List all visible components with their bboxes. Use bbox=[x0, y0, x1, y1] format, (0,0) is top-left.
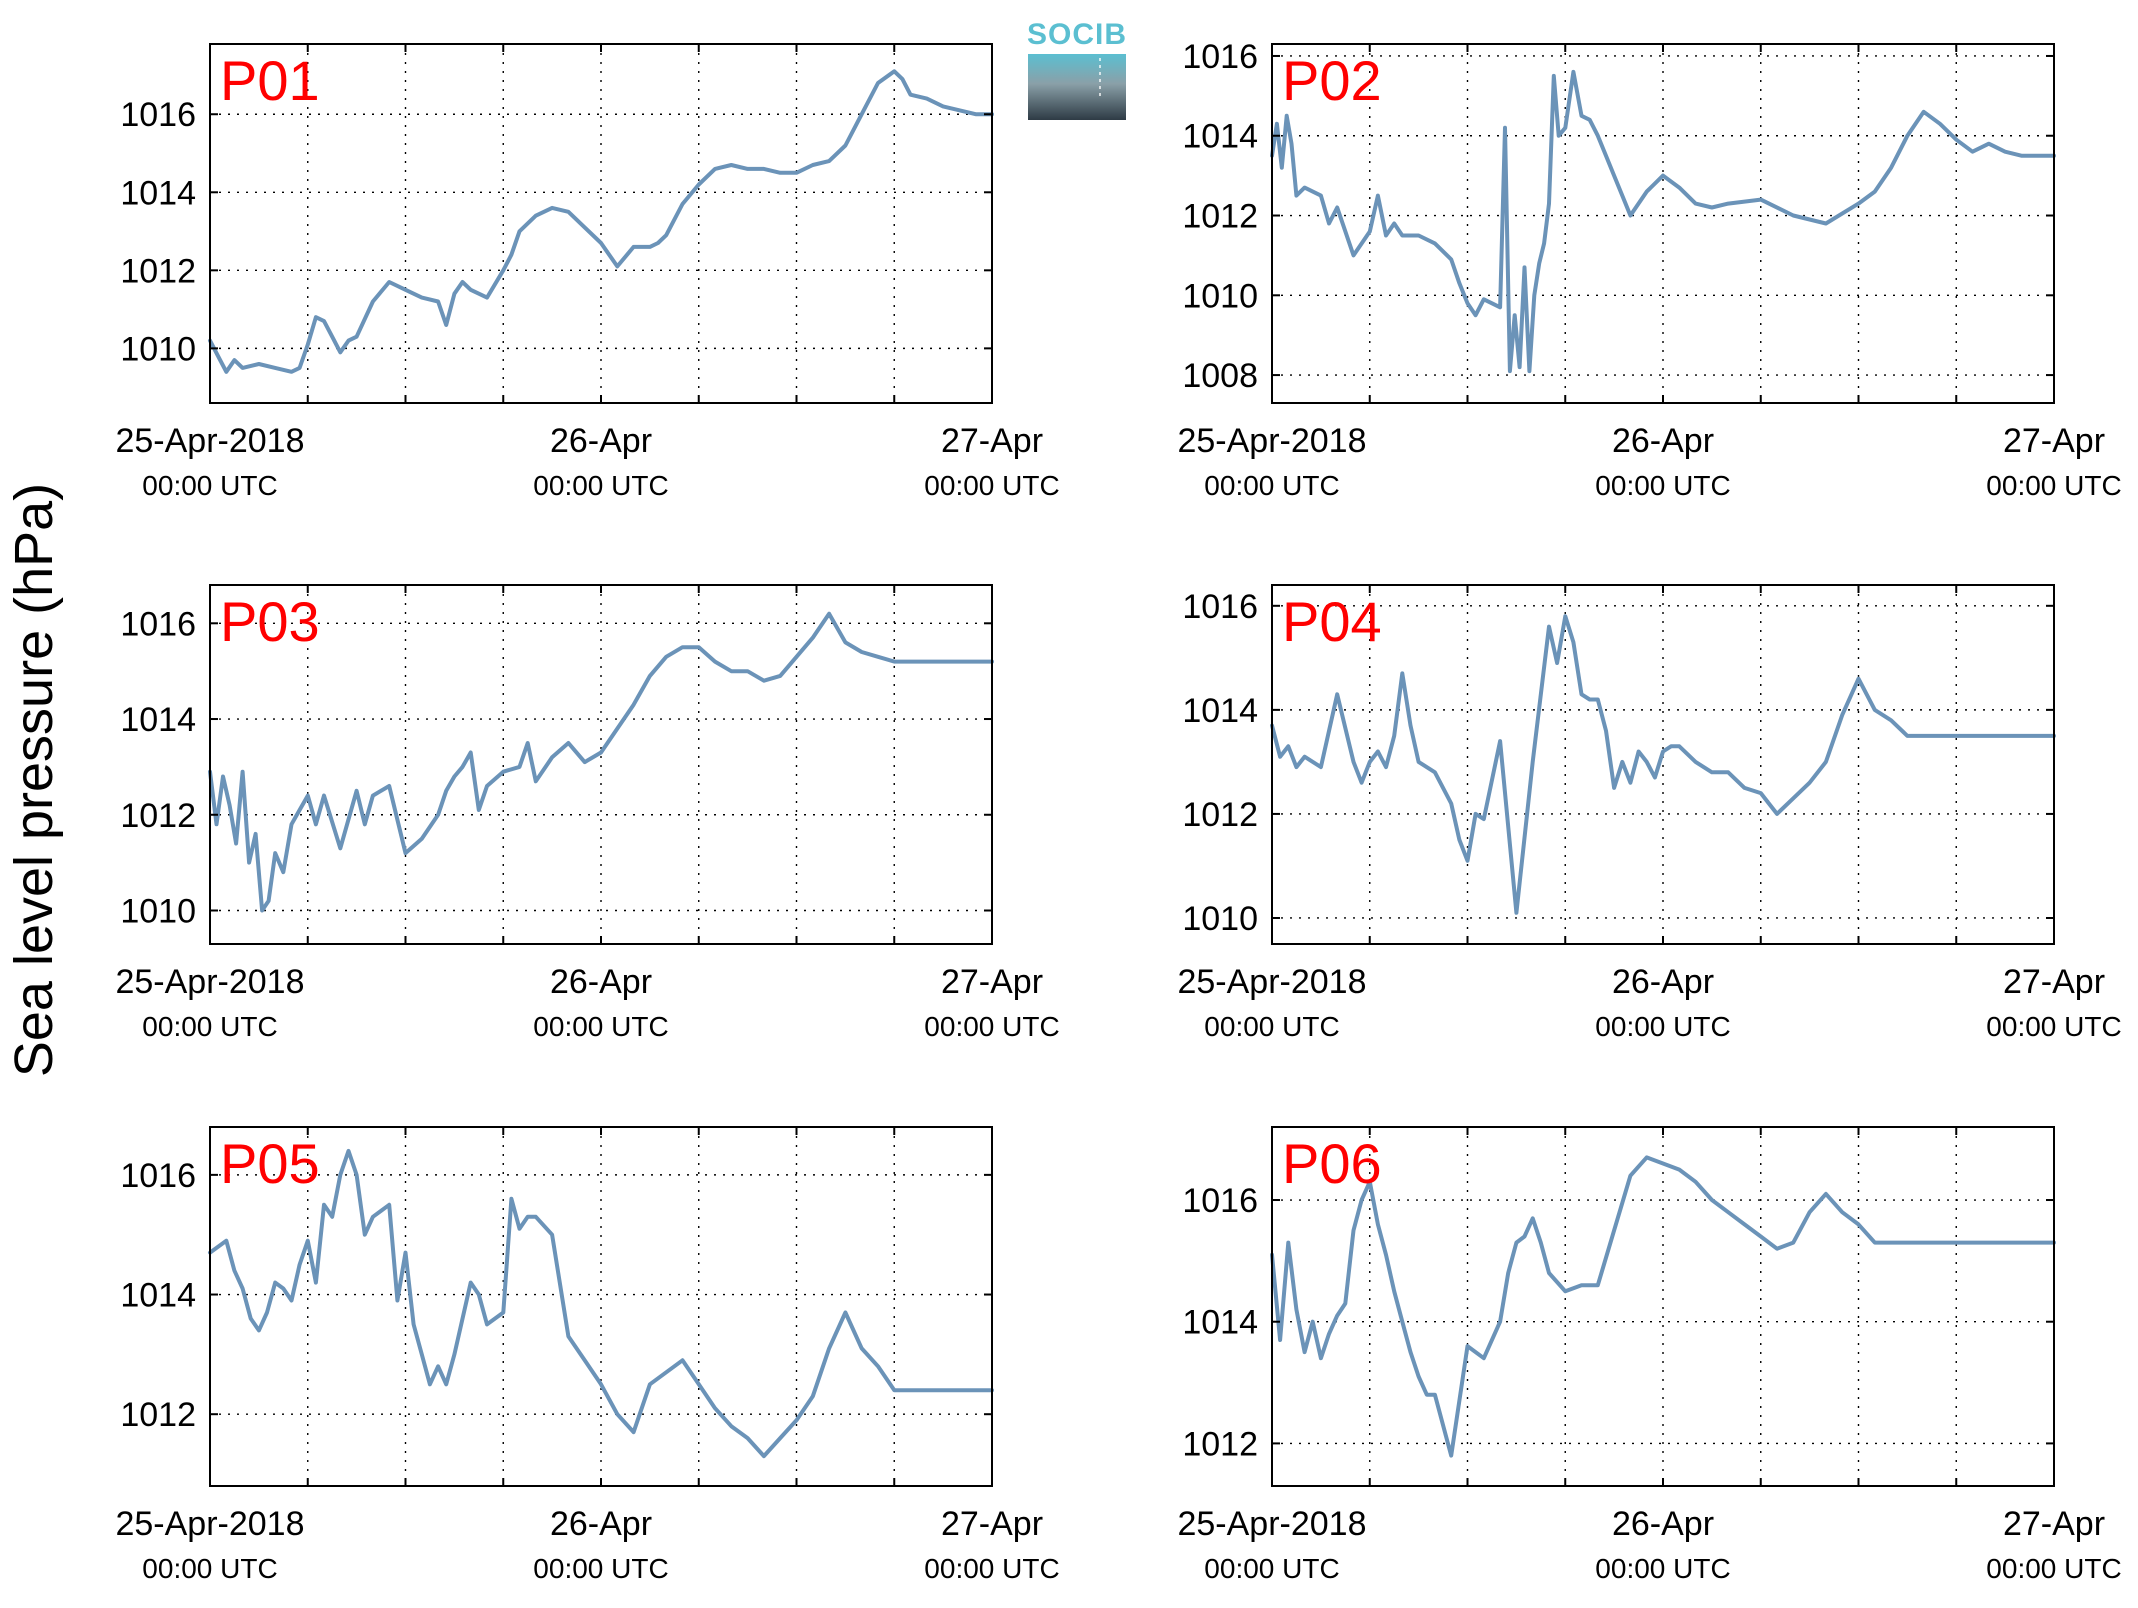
panel-label: P03 bbox=[220, 590, 320, 653]
y-axis-label: Sea level pressure (hPa) bbox=[4, 483, 64, 1077]
y-tick-label: 1016 bbox=[1182, 588, 1258, 626]
x-tick-label-date: 26-Apr bbox=[550, 422, 652, 460]
y-tick-label: 1014 bbox=[120, 1277, 196, 1315]
axes-frame bbox=[209, 1126, 993, 1487]
x-tick-label-date: 25-Apr-2018 bbox=[1177, 422, 1366, 460]
x-tick-label-date: 26-Apr bbox=[1612, 422, 1714, 460]
panel-label: P04 bbox=[1282, 590, 1382, 653]
x-tick-label-date: 27-Apr bbox=[941, 422, 1043, 460]
x-tick-label-date: 25-Apr-2018 bbox=[1177, 963, 1366, 1001]
x-tick-label-date: 27-Apr bbox=[941, 1505, 1043, 1543]
y-tick-label: 1016 bbox=[1182, 1182, 1258, 1220]
panel-p05: 1012 1014 1016 25-Apr-2018 00:00 UTC 26-Apr 00… bbox=[115, 1126, 1060, 1584]
x-tick-label-date: 26-Apr bbox=[1612, 1505, 1714, 1543]
y-tick-label: 1010 bbox=[120, 330, 196, 368]
y-tick-label: 1012 bbox=[1182, 1425, 1258, 1463]
axes-frame bbox=[1271, 43, 2055, 404]
y-tick-label: 1012 bbox=[120, 797, 196, 835]
x-tick-label-date: 26-Apr bbox=[1612, 963, 1714, 1001]
panel-p01: 1010 1012 1014 1016 25-Apr-2018 00:00 UTC 26-A… bbox=[115, 43, 1060, 501]
y-tick-label: 1010 bbox=[120, 892, 196, 930]
x-tick-label-time: 00:00 UTC bbox=[533, 1553, 668, 1584]
x-tick-label-date: 25-Apr-2018 bbox=[115, 422, 304, 460]
socib-logo: SOCIB bbox=[1027, 18, 1127, 120]
y-tick-label: 1014 bbox=[1182, 1304, 1258, 1342]
x-tick-label-time: 00:00 UTC bbox=[142, 1553, 277, 1584]
x-tick-label-time: 00:00 UTC bbox=[142, 470, 277, 501]
y-tick-label: 1012 bbox=[120, 252, 196, 290]
series-line bbox=[1270, 614, 2056, 915]
axes-frame bbox=[1271, 1126, 2055, 1487]
x-tick-label-time: 00:00 UTC bbox=[142, 1011, 277, 1042]
panels: 1010 1012 1014 1016 25-Apr-2018 00:00 UTC 26-A… bbox=[115, 38, 2121, 1584]
logo-text: SOCIB bbox=[1027, 18, 1127, 51]
y-tick-label: 1008 bbox=[1182, 357, 1258, 395]
y-tick-label: 1012 bbox=[1182, 198, 1258, 236]
x-tick-label-time: 00:00 UTC bbox=[1204, 1011, 1339, 1042]
x-tick-label-date: 25-Apr-2018 bbox=[115, 1505, 304, 1543]
y-tick-label: 1014 bbox=[1182, 692, 1258, 730]
x-tick-label-date: 25-Apr-2018 bbox=[1177, 1505, 1366, 1543]
y-tick-label: 1010 bbox=[1182, 900, 1258, 938]
x-tick-label-time: 00:00 UTC bbox=[1986, 1011, 2121, 1042]
y-tick-label: 1010 bbox=[1182, 277, 1258, 315]
y-tick-label: 1014 bbox=[120, 174, 196, 212]
y-tick-label: 1016 bbox=[1182, 38, 1258, 76]
panel-label: P02 bbox=[1282, 49, 1382, 112]
y-tick-label: 1016 bbox=[120, 1157, 196, 1195]
y-tick-label: 1014 bbox=[120, 701, 196, 739]
x-tick-label-time: 00:00 UTC bbox=[1986, 470, 2121, 501]
series-line bbox=[208, 611, 994, 913]
y-tick-label: 1012 bbox=[1182, 796, 1258, 834]
x-tick-label-date: 26-Apr bbox=[550, 1505, 652, 1543]
axes-frame bbox=[209, 584, 993, 945]
x-tick-label-time: 00:00 UTC bbox=[533, 470, 668, 501]
x-tick-label-time: 00:00 UTC bbox=[1986, 1553, 2121, 1584]
x-tick-label-time: 00:00 UTC bbox=[533, 1011, 668, 1042]
x-tick-label-date: 25-Apr-2018 bbox=[115, 963, 304, 1001]
x-tick-label-time: 00:00 UTC bbox=[924, 470, 1059, 501]
y-tick-label: 1016 bbox=[120, 96, 196, 134]
x-tick-label-date: 27-Apr bbox=[941, 963, 1043, 1001]
x-tick-label-time: 00:00 UTC bbox=[1595, 470, 1730, 501]
panel-p06: 1012 1014 1016 25-Apr-2018 00:00 UTC 26-Apr 00… bbox=[1177, 1126, 2122, 1584]
x-tick-label-date: 27-Apr bbox=[2003, 963, 2105, 1001]
panel-label: P06 bbox=[1282, 1132, 1382, 1195]
panel-p04: 1010 1012 1014 1016 25-Apr-2018 00:00 UTC 26-A… bbox=[1177, 584, 2122, 1042]
y-tick-label: 1014 bbox=[1182, 118, 1258, 156]
y-tick-label: 1016 bbox=[120, 605, 196, 643]
series-line bbox=[1270, 1155, 2056, 1458]
x-tick-label-time: 00:00 UTC bbox=[1204, 470, 1339, 501]
axes-frame bbox=[1271, 584, 2055, 945]
series-line bbox=[208, 1148, 994, 1459]
y-tick-label: 1012 bbox=[120, 1396, 196, 1434]
series-line bbox=[1270, 69, 2056, 374]
x-tick-label-date: 26-Apr bbox=[550, 963, 652, 1001]
panel-label: P05 bbox=[220, 1132, 320, 1195]
x-tick-label-date: 27-Apr bbox=[2003, 1505, 2105, 1543]
series-line bbox=[208, 69, 994, 374]
x-tick-label-time: 00:00 UTC bbox=[1204, 1553, 1339, 1584]
x-tick-label-time: 00:00 UTC bbox=[924, 1011, 1059, 1042]
x-tick-label-time: 00:00 UTC bbox=[1595, 1553, 1730, 1584]
panel-p02: 1008 1010 1012 1014 1016 25-Apr-2018 00:00 UTC… bbox=[1177, 38, 2121, 501]
axes-frame bbox=[209, 43, 993, 404]
panel-label: P01 bbox=[220, 49, 320, 112]
x-tick-label-time: 00:00 UTC bbox=[924, 1553, 1059, 1584]
x-tick-label-time: 00:00 UTC bbox=[1595, 1011, 1730, 1042]
x-tick-label-date: 27-Apr bbox=[2003, 422, 2105, 460]
panel-p03: 1010 1012 1014 1016 25-Apr-2018 00:00 UTC 26-A… bbox=[115, 584, 1060, 1042]
